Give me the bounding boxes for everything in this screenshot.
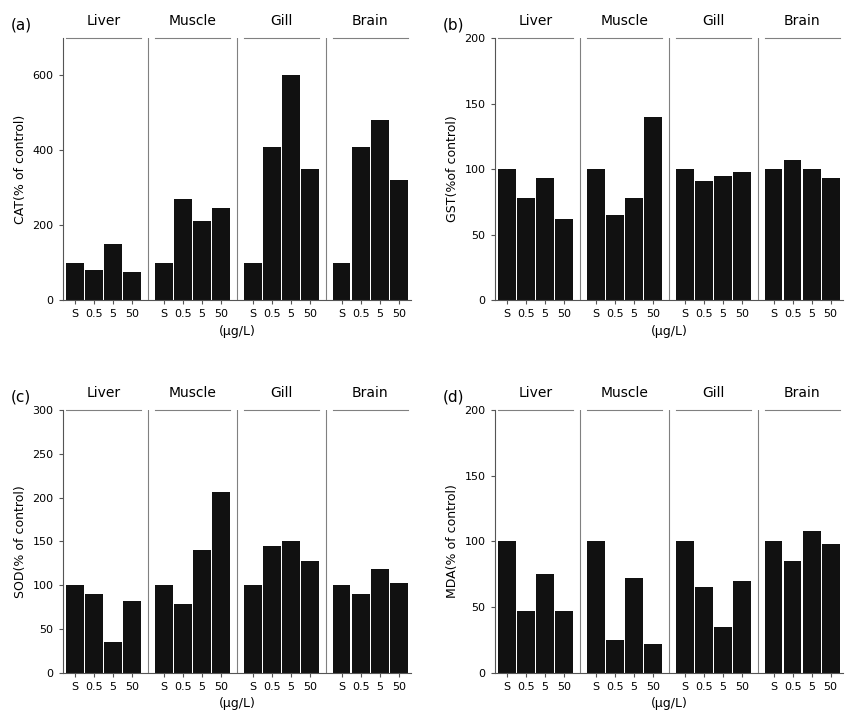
Bar xyxy=(536,574,554,673)
X-axis label: (μg/L): (μg/L) xyxy=(219,697,255,710)
Bar xyxy=(498,169,516,300)
Text: (c): (c) xyxy=(10,390,31,405)
Text: Brain: Brain xyxy=(352,14,388,28)
Bar xyxy=(371,120,388,300)
Bar xyxy=(155,585,173,673)
Bar xyxy=(625,578,643,673)
Bar xyxy=(371,570,388,673)
Bar xyxy=(676,169,693,300)
Bar xyxy=(193,550,211,673)
Bar xyxy=(587,169,605,300)
Bar xyxy=(764,169,782,300)
Bar xyxy=(66,263,84,300)
Bar xyxy=(625,198,643,300)
Bar xyxy=(606,640,624,673)
Bar xyxy=(676,542,693,673)
Text: Liver: Liver xyxy=(518,386,553,400)
Bar xyxy=(822,544,840,673)
Bar xyxy=(555,219,573,300)
Bar xyxy=(822,178,840,300)
Bar xyxy=(213,492,230,673)
Text: Liver: Liver xyxy=(87,14,121,28)
Bar xyxy=(644,644,662,673)
Text: Brain: Brain xyxy=(784,386,820,400)
Y-axis label: SOD(% of control): SOD(% of control) xyxy=(14,485,27,598)
Bar xyxy=(282,75,300,300)
Text: (a): (a) xyxy=(10,17,32,32)
Bar xyxy=(644,117,662,300)
Bar xyxy=(263,546,280,673)
Bar xyxy=(174,604,192,673)
Bar xyxy=(536,178,554,300)
Text: Muscle: Muscle xyxy=(169,14,216,28)
Bar xyxy=(244,585,261,673)
Text: Liver: Liver xyxy=(87,386,121,400)
X-axis label: (μg/L): (μg/L) xyxy=(219,324,255,337)
Bar xyxy=(764,542,782,673)
Bar xyxy=(123,272,141,300)
Text: Muscle: Muscle xyxy=(169,386,216,400)
Text: Gill: Gill xyxy=(702,14,724,28)
Bar xyxy=(333,263,351,300)
Text: Muscle: Muscle xyxy=(601,14,649,28)
Bar xyxy=(555,611,573,673)
Bar xyxy=(105,244,122,300)
Bar xyxy=(606,215,624,300)
Text: (d): (d) xyxy=(442,390,464,405)
Bar xyxy=(282,542,300,673)
Bar xyxy=(333,585,351,673)
Bar xyxy=(783,561,801,673)
X-axis label: (μg/L): (μg/L) xyxy=(650,324,687,337)
Bar xyxy=(498,542,516,673)
Bar xyxy=(714,627,732,673)
Bar xyxy=(85,270,103,300)
Bar xyxy=(105,642,122,673)
Bar xyxy=(517,198,535,300)
Bar xyxy=(174,199,192,300)
Text: Gill: Gill xyxy=(270,14,292,28)
Bar xyxy=(213,209,230,300)
Text: Brain: Brain xyxy=(352,386,388,400)
Bar xyxy=(193,222,211,300)
Bar xyxy=(66,585,84,673)
Y-axis label: MDA(% of control): MDA(% of control) xyxy=(446,484,458,599)
Bar xyxy=(587,542,605,673)
Text: Liver: Liver xyxy=(518,14,553,28)
Bar xyxy=(301,560,319,673)
Bar xyxy=(803,531,820,673)
Bar xyxy=(263,146,280,300)
Text: Gill: Gill xyxy=(702,386,724,400)
Bar xyxy=(390,584,408,673)
X-axis label: (μg/L): (μg/L) xyxy=(650,697,687,710)
Text: (b): (b) xyxy=(442,17,464,32)
Text: Muscle: Muscle xyxy=(601,386,649,400)
Bar xyxy=(244,263,261,300)
Bar xyxy=(695,181,713,300)
Bar xyxy=(733,172,751,300)
Bar xyxy=(783,160,801,300)
Bar xyxy=(301,169,319,300)
Bar xyxy=(155,263,173,300)
Text: Brain: Brain xyxy=(784,14,820,28)
Bar xyxy=(695,587,713,673)
Bar xyxy=(803,169,820,300)
Y-axis label: GST(%of control): GST(%of control) xyxy=(446,116,458,222)
Bar xyxy=(733,581,751,673)
Bar xyxy=(517,611,535,673)
Bar xyxy=(390,180,408,300)
Bar xyxy=(714,176,732,300)
Text: Gill: Gill xyxy=(270,386,292,400)
Bar xyxy=(123,601,141,673)
Y-axis label: CAT(% of control): CAT(% of control) xyxy=(14,114,27,224)
Bar xyxy=(85,594,103,673)
Bar xyxy=(351,146,369,300)
Bar xyxy=(351,594,369,673)
